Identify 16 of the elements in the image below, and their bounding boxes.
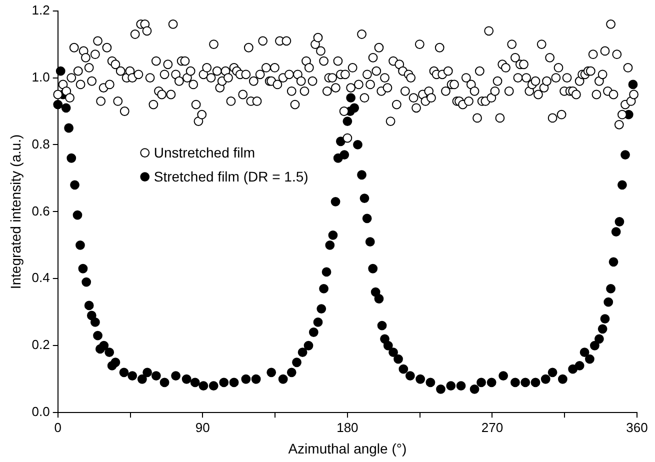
x-axis-title: Azimuthal angle (°) [288, 440, 407, 456]
y-tick-label: 0.6 [32, 203, 50, 218]
x-tick-label: 360 [626, 420, 648, 435]
y-tick-label: 0.8 [32, 136, 50, 152]
y-tick-label: 1.0 [32, 69, 50, 84]
x-tick-label: 0 [54, 420, 62, 435]
legend-label: Unstretched film [154, 144, 256, 161]
x-tick-label: 270 [481, 420, 504, 435]
x-tick-label: 90 [195, 420, 210, 435]
y-tick-label: 1.2 [32, 2, 50, 18]
y-tick-label: 0.0 [32, 404, 50, 420]
legend-label: Stretched film (DR = 1.5) [154, 168, 308, 185]
y-tick-label: 0.2 [32, 337, 50, 352]
y-tick-label: 0.4 [32, 270, 50, 286]
x-tick-label: 180 [336, 420, 358, 435]
y-axis-title: Integrated intensity (a.u.) [7, 134, 24, 290]
